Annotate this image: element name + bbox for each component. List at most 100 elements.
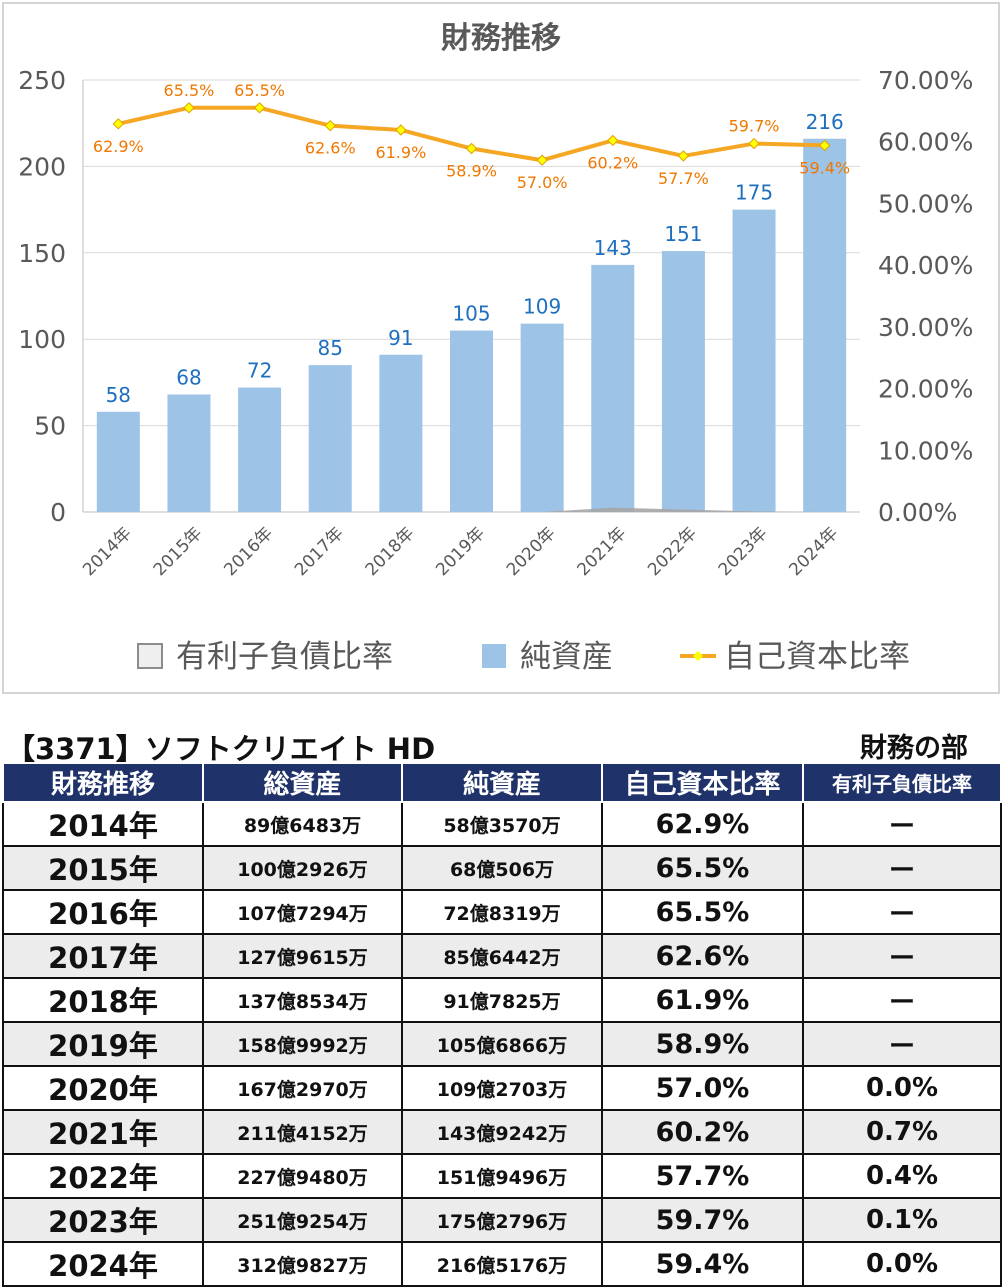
cell-net-assets: 85億6442万 [401, 933, 603, 979]
bar-data-label: 151 [664, 222, 702, 246]
cell-debt-ratio: ー [802, 933, 1002, 979]
bar-data-label: 105 [452, 302, 490, 326]
cell-year: 2016年 [2, 889, 204, 935]
bar-data-label: 216 [806, 110, 844, 134]
cell-net-assets: 72億8319万 [401, 889, 603, 935]
cell-equity-ratio: 65.5% [601, 845, 804, 891]
right-axis-tick-label: 30.00% [878, 313, 973, 342]
bar-data-label: 85 [318, 336, 343, 360]
legend-swatch-net-assets [482, 644, 506, 668]
cell-net-assets: 143億9242万 [401, 1109, 603, 1155]
cell-year: 2023年 [2, 1197, 204, 1243]
line-marker [818, 139, 831, 152]
cell-year: 2017年 [2, 933, 204, 979]
bar-net-assets [96, 411, 140, 512]
cell-equity-ratio: 61.9% [601, 977, 804, 1023]
legend-swatch-debt-ratio [137, 643, 163, 669]
x-axis-tick-label: 2018年 [362, 523, 419, 580]
area-debt-ratio [83, 507, 825, 512]
company-title: 【3371】ソフトクリエイト HD [6, 732, 436, 766]
table-row: 2016年 107億7294万 72億8319万 65.5% ー [2, 889, 1002, 935]
left-axis-tick-label: 200 [18, 152, 66, 181]
cell-equity-ratio: 59.7% [601, 1197, 804, 1243]
column-header-equity-ratio: 自己資本比率 [601, 762, 804, 803]
line-data-label: 65.5% [234, 81, 285, 100]
cell-net-assets: 91億7825万 [401, 977, 603, 1023]
section-label: 財務の部 [860, 733, 968, 764]
chart-title: 財務推移 [441, 21, 561, 56]
bar-data-label: 109 [523, 295, 561, 319]
x-axis-tick-label: 2016年 [220, 523, 277, 580]
cell-total-assets: 211億4152万 [202, 1109, 403, 1155]
cell-equity-ratio: 58.9% [601, 1021, 804, 1067]
table-row: 2023年 251億9254万 175億2796万 59.7% 0.1% [2, 1197, 1002, 1243]
line-marker [677, 150, 690, 162]
line-data-label: 59.7% [729, 117, 780, 136]
line-data-label: 60.2% [587, 153, 638, 172]
table-row: 2018年 137億8534万 91億7825万 61.9% ー [2, 977, 1002, 1023]
right-axis-tick-label: 40.00% [878, 251, 973, 280]
cell-total-assets: 312億9827万 [202, 1241, 403, 1287]
right-axis-tick-label: 50.00% [878, 189, 973, 218]
cell-year: 2022年 [2, 1153, 204, 1199]
line-marker [253, 102, 266, 114]
line-marker [748, 137, 760, 150]
left-axis-tick-label: 250 [18, 66, 66, 95]
bar-net-assets [803, 138, 847, 512]
column-header-year: 財務推移 [2, 762, 204, 803]
table-header-row: 財務推移 総資産 純資産 自己資本比率 有利子負債比率 [2, 762, 1002, 803]
legend-label-debt-ratio: 有利子負債比率 [176, 639, 393, 675]
line-data-label: 58.9% [446, 162, 497, 181]
bar-net-assets [732, 209, 776, 512]
table-row: 2019年 158億9992万 105億6866万 58.9% ー [2, 1021, 1002, 1067]
line-data-label: 61.9% [375, 143, 426, 162]
legend-label-net-assets: 純資産 [520, 639, 613, 675]
line-data-label: 62.6% [305, 139, 356, 158]
table-row: 2020年 167億2970万 109億2703万 57.0% 0.0% [2, 1065, 1002, 1111]
cell-year: 2014年 [2, 801, 204, 847]
cell-net-assets: 68億506万 [401, 845, 603, 891]
cell-total-assets: 107億7294万 [202, 889, 403, 935]
left-axis-tick-label: 100 [18, 325, 66, 354]
cell-debt-ratio: 0.0% [802, 1241, 1002, 1287]
cell-year: 2024年 [2, 1241, 204, 1287]
line-marker [607, 134, 619, 147]
cell-year: 2015年 [2, 845, 204, 891]
cell-equity-ratio: 59.4% [601, 1241, 804, 1287]
x-axis-tick-label: 2019年 [432, 523, 489, 580]
bar-data-label: 72 [247, 359, 272, 383]
cell-year: 2020年 [2, 1065, 204, 1111]
cell-year: 2021年 [2, 1109, 204, 1155]
right-axis-tick-label: 0.00% [878, 498, 957, 527]
line-data-label: 57.7% [658, 169, 709, 188]
bar-data-label: 143 [594, 236, 632, 260]
x-axis-tick-label: 2024年 [785, 523, 842, 580]
table-row: 2014年 89億6483万 58億3570万 62.9% ー [2, 801, 1002, 847]
right-axis-tick-label: 70.00% [878, 66, 973, 95]
left-axis-tick-label: 0 [50, 498, 66, 527]
bar-net-assets [379, 354, 423, 512]
x-axis-tick-label: 2021年 [574, 523, 631, 580]
column-header-total-assets: 総資産 [202, 762, 403, 803]
cell-debt-ratio: 0.7% [802, 1109, 1002, 1155]
cell-net-assets: 105億6866万 [401, 1021, 603, 1067]
cell-year: 2019年 [2, 1021, 204, 1067]
bar-net-assets [591, 264, 635, 512]
cell-debt-ratio: 0.4% [802, 1153, 1002, 1199]
bar-data-label: 91 [388, 326, 413, 350]
bar-net-assets [238, 387, 282, 512]
column-header-debt-ratio: 有利子負債比率 [802, 762, 1002, 803]
bar-data-label: 58 [106, 383, 131, 407]
cell-debt-ratio: ー [802, 977, 1002, 1023]
bar-net-assets [661, 251, 705, 512]
bar-net-assets [167, 394, 211, 512]
table-row: 2017年 127億9615万 85億6442万 62.6% ー [2, 933, 1002, 979]
cell-equity-ratio: 65.5% [601, 889, 804, 935]
line-data-label: 59.4% [799, 158, 850, 177]
cell-debt-ratio: ー [802, 845, 1002, 891]
line-marker [465, 142, 478, 155]
cell-total-assets: 167億2970万 [202, 1065, 403, 1111]
cell-total-assets: 227億9480万 [202, 1153, 403, 1199]
table-row: 2021年 211億4152万 143億9242万 60.2% 0.7% [2, 1109, 1002, 1155]
cell-debt-ratio: ー [802, 1021, 1002, 1067]
